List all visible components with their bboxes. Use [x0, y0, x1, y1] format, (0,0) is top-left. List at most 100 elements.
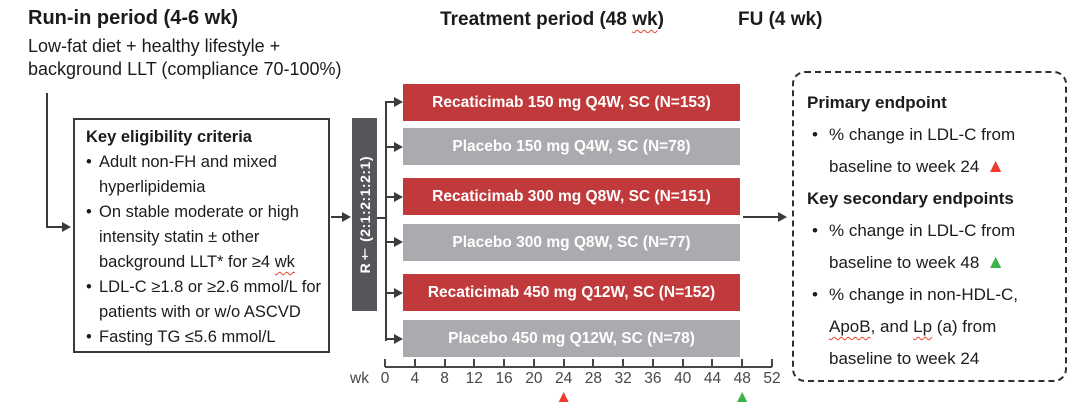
bullet-icon: • [86, 328, 92, 346]
arms-to-endpoints-line [743, 216, 779, 218]
eligibility-text: background LLT* for ≥4 [99, 253, 275, 271]
axis-tick [622, 359, 625, 367]
axis-tick-label: 36 [644, 370, 662, 387]
endpoint-text: baseline to week 24 [829, 349, 980, 368]
week-axis: wk 0 4 8 12 16 20 24 28 32 36 40 44 48 52 ▲ ▲ [350, 359, 781, 411]
axis-tick [651, 359, 654, 367]
arm-connector-line [385, 146, 395, 148]
eligibility-text: Adult non-FH and mixed [99, 153, 277, 171]
triangle-up-icon: ▲ [986, 156, 1006, 177]
runin-connector-vertical-line [46, 93, 48, 228]
endpoint-text: % change in LDL-C from [829, 125, 1016, 144]
arm-bar-placebo-300: Placebo 300 mg Q8W, SC (N=77) [403, 224, 740, 261]
bullet-icon: • [86, 203, 92, 221]
eligibility-item: patients with or w/o ASCVD [86, 300, 322, 325]
eligibility-criteria-panel: Key eligibility criteria • Adult non-FH a… [73, 118, 330, 353]
triangle-up-icon: ▲ [555, 387, 573, 406]
randomization-branch-vertical-line [385, 101, 387, 341]
axis-tick-label: 44 [703, 370, 722, 387]
axis-tick [532, 359, 535, 367]
arm-connector-line [385, 292, 395, 294]
axis-tick-label: 28 [584, 370, 602, 387]
arm-label: Placebo 300 mg Q8W, SC (N=77) [452, 233, 691, 251]
week-axis-unit: wk [350, 370, 369, 387]
axis-tick-label: 0 [380, 370, 390, 387]
eligibility-text: On stable moderate or high [99, 203, 299, 221]
randomization-branch-stub [377, 217, 386, 219]
endpoint-text: baseline to week 48 [829, 253, 980, 272]
endpoint-text: baseline to week 24 [829, 157, 980, 176]
axis-tick-label: 24 [554, 370, 573, 387]
endpoint-item: ApoB, and Lp (a) from [794, 311, 1065, 343]
eligibility-text: intensity statin ± other [99, 228, 260, 246]
followup-period-title: FU (4 wk) [738, 9, 823, 30]
axis-tick-label: 12 [465, 370, 483, 387]
axis-tick [413, 359, 416, 367]
arm-connector-line [385, 196, 395, 198]
axis-tick [562, 359, 565, 367]
endpoint-text: , and [870, 317, 914, 336]
axis-tick-label: 48 [733, 370, 751, 387]
treatment-title-text: Treatment period (48 [440, 9, 633, 30]
bullet-icon: • [86, 153, 92, 171]
eligibility-text: LDL-C ≥1.8 or ≥2.6 mmol/L for [99, 278, 321, 296]
axis-tick [711, 359, 714, 367]
bullet-icon: • [812, 221, 818, 240]
bullet-icon: • [86, 278, 92, 296]
axis-tick [473, 359, 476, 367]
arm-connector-line [385, 241, 395, 243]
arm-bar-recaticimab-150: Recaticimab 150 mg Q4W, SC (N=153) [403, 84, 740, 121]
runin-description-line2: background LLT (compliance 70-100%) [28, 59, 342, 79]
endpoint-text: % change in non-HDL-C, [829, 285, 1018, 304]
flow-arrowhead-icon [778, 212, 787, 222]
eligibility-item: hyperlipidemia [86, 175, 322, 200]
bullet-icon: • [812, 285, 818, 304]
endpoints-panel: Primary endpoint • % change in LDL-C from… [792, 71, 1067, 382]
randomization-label: R† (2:1:2:1:2:1) [356, 155, 373, 274]
endpoint-item: • % change in LDL-C from [794, 215, 1065, 247]
endpoint-item: baseline to week 24 [794, 343, 1065, 375]
runin-connector-horizontal-line [46, 226, 63, 228]
axis-tick-label: 40 [674, 370, 692, 387]
axis-tick [443, 359, 446, 367]
eligibility-text: patients with or w/o ASCVD [99, 303, 301, 321]
arm-bar-recaticimab-300: Recaticimab 300 mg Q8W, SC (N=151) [403, 178, 740, 215]
eligibility-item: background LLT* for ≥4 wk [86, 250, 322, 275]
arm-label: Recaticimab 300 mg Q8W, SC (N=151) [432, 187, 711, 205]
runin-period-title: Run-in period (4-6 wk) [28, 7, 238, 29]
axis-tick-label: 20 [525, 370, 543, 387]
axis-tick-label: 16 [495, 370, 513, 387]
primary-endpoint-heading: Primary endpoint [807, 93, 947, 112]
axis-tick-label: 4 [410, 370, 420, 387]
eligibility-item: • LDL-C ≥1.8 or ≥2.6 mmol/L for [86, 275, 322, 300]
eligibility-text-wk: wk [274, 253, 295, 271]
eligibility-to-randomization-line [331, 216, 343, 218]
arm-label: Recaticimab 150 mg Q4W, SC (N=153) [432, 93, 711, 111]
endpoint-text: (a) from [932, 317, 997, 336]
treatment-title-close: ) [657, 9, 664, 30]
arm-connector-line [385, 101, 395, 103]
arm-connector-line [385, 338, 395, 340]
eligibility-item: • On stable moderate or high [86, 200, 322, 225]
arm-label: Recaticimab 450 mg Q12W, SC (N=152) [427, 283, 716, 301]
randomization-bar: R† (2:1:2:1:2:1) [352, 118, 377, 311]
flow-arrowhead-icon [394, 334, 403, 344]
eligibility-title: Key eligibility criteria [86, 128, 252, 146]
flow-arrowhead-icon [342, 212, 351, 222]
axis-tick [503, 359, 506, 367]
runin-description-line1: Low-fat diet + healthy lifestyle + [28, 36, 281, 56]
treatment-title-wk: wk [632, 9, 658, 30]
axis-tick [592, 359, 595, 367]
endpoint-text-apob: ApoB [829, 317, 871, 336]
flow-arrowhead-icon [394, 97, 403, 107]
bullet-icon: • [812, 125, 818, 144]
arm-label: Placebo 150 mg Q4W, SC (N=78) [452, 137, 691, 155]
arm-bar-recaticimab-450: Recaticimab 450 mg Q12W, SC (N=152) [403, 274, 740, 311]
flow-arrowhead-icon [394, 288, 403, 298]
endpoint-text: % change in LDL-C from [829, 221, 1016, 240]
axis-tick [681, 359, 684, 367]
axis-tick [384, 359, 386, 367]
triangle-up-icon: ▲ [733, 387, 751, 406]
flow-arrowhead-icon [394, 142, 403, 152]
